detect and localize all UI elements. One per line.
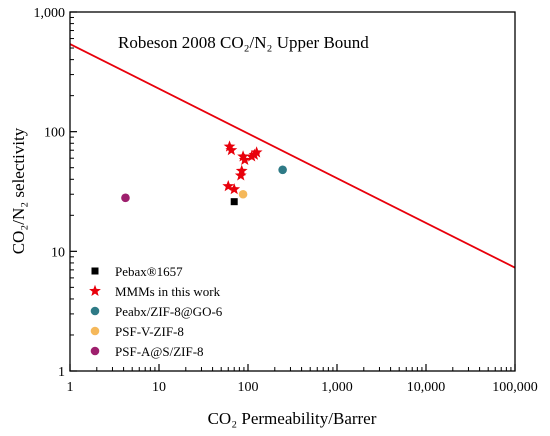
data-point-1-6 [245, 150, 258, 162]
data-point-1-1 [225, 144, 238, 156]
x-tick-label: 100,000 [492, 380, 538, 395]
y-tick-label: 1 [58, 365, 65, 380]
legend-marker [91, 267, 99, 275]
legend-marker [90, 306, 100, 316]
legend-marker [90, 346, 100, 356]
x-tick-label: 1 [67, 380, 74, 395]
data-point-0-0 [230, 198, 238, 206]
x-tick-label: 1,000 [321, 380, 353, 395]
legend-marker [90, 326, 100, 336]
data-point-1-0 [223, 140, 236, 152]
data-point-4-0 [121, 193, 130, 203]
axis-ticks: 1 10 100 1,000 10,000 100,000 1 10 100 1,000 [34, 6, 538, 395]
x-tick-label: 10 [152, 380, 166, 395]
data-point-3-0 [238, 189, 248, 199]
data-point-1-5 [234, 169, 247, 181]
legend-label: Peabx/ZIF-8@GO-6 [115, 304, 223, 319]
y-axis-title: CO₂/N₂ selectivity [9, 127, 28, 254]
data-point-1-10 [228, 183, 241, 195]
legend-marker [89, 284, 101, 297]
y-tick-label: 100 [44, 126, 65, 141]
x-tick-label: 100 [238, 380, 259, 395]
legend-label: PSF-A@S/ZIF-8 [115, 344, 204, 359]
data-point-1-9 [222, 180, 235, 192]
data-point-1-8 [250, 146, 263, 158]
data-point-1-4 [235, 164, 248, 176]
upper-bound-line [69, 43, 516, 269]
legend-label: PSF-V-ZIF-8 [115, 324, 184, 339]
legend-label: MMMs in this work [115, 284, 221, 299]
y-tick-label: 10 [51, 245, 65, 260]
plot-frame [69, 11, 516, 372]
legend-label: Pebax®1657 [115, 264, 183, 279]
x-tick-label: 10,000 [407, 380, 446, 395]
chart-title: Robeson 2008 CO₂/N₂ Upper Bound [118, 33, 369, 52]
plot-marks [69, 43, 516, 269]
y-tick-label: 1,000 [34, 6, 66, 21]
data-point-1-3 [238, 153, 251, 165]
x-axis-title: CO₂ Permeability/Barrer [208, 409, 377, 428]
data-point-2-0 [278, 165, 287, 175]
legend: Pebax®1657 MMMs in this work Peabx/ZIF-8@G… [89, 264, 223, 359]
data-point-1-2 [237, 150, 249, 162]
